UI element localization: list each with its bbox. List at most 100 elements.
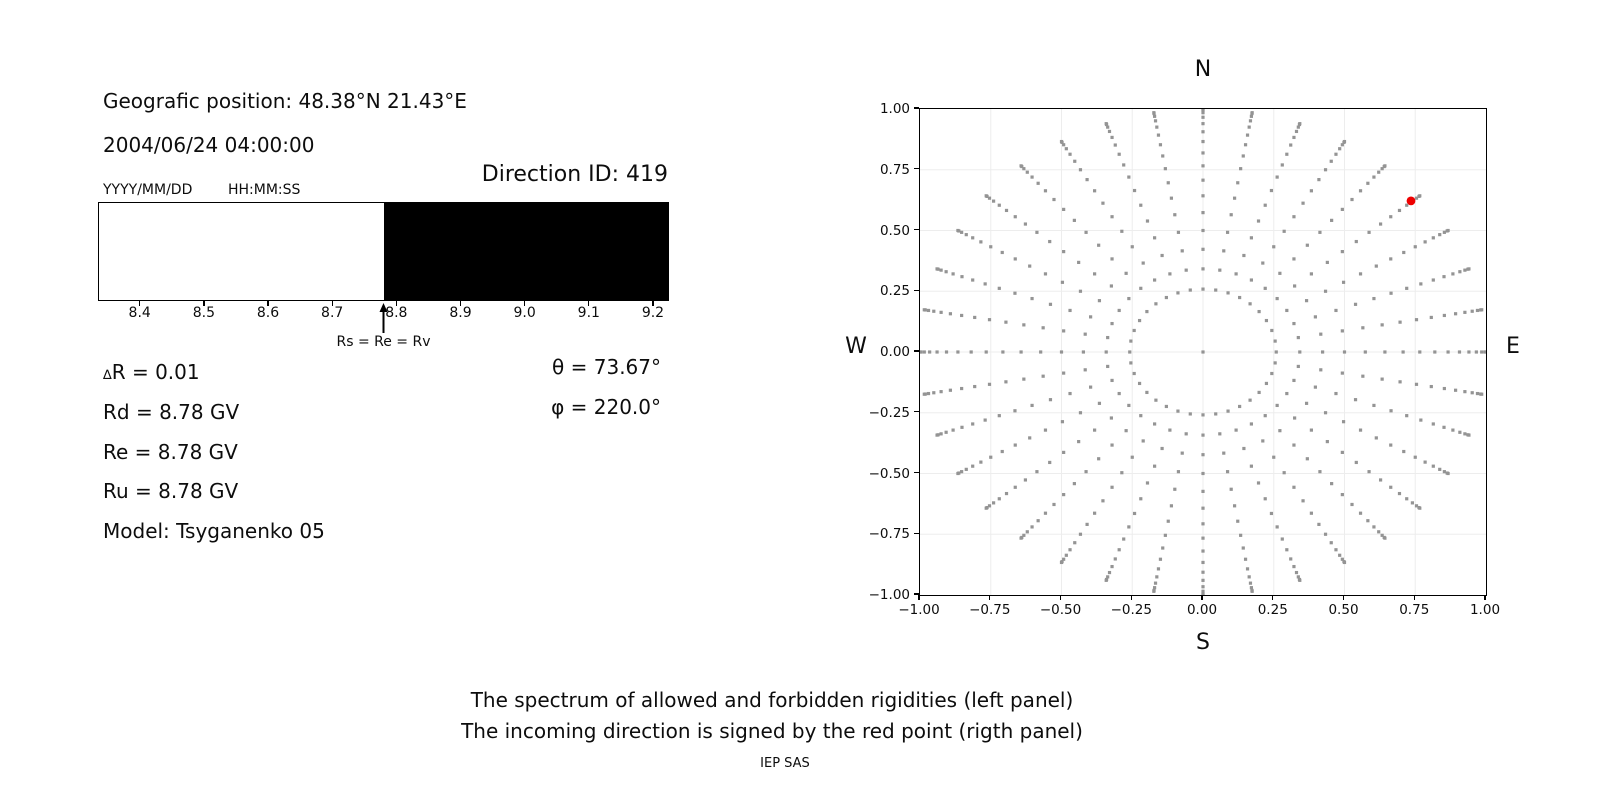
re-text: Re = 8.78 GV (103, 440, 238, 464)
direction-dot (1110, 378, 1114, 383)
direction-dot (1093, 272, 1097, 276)
direction-dot (1101, 201, 1105, 205)
direction-dot (1296, 125, 1300, 129)
direction-dot (1257, 309, 1261, 314)
delta-symbol: ∆ (103, 368, 112, 383)
direction-dot (1372, 296, 1376, 301)
direction-dot (1068, 391, 1072, 396)
direction-dot (1176, 409, 1180, 413)
x-tick-label: −0.75 (969, 602, 1011, 618)
direction-dot (1475, 308, 1480, 313)
ru-text: Ru = 8.78 GV (103, 479, 239, 503)
direction-dot (1127, 296, 1131, 301)
direction-dot (1340, 329, 1344, 333)
direction-dot (1013, 291, 1017, 295)
direction-dot (997, 203, 1001, 207)
direction-dot (1101, 499, 1105, 503)
y-tick-mark (914, 532, 919, 534)
direction-dot (1256, 481, 1261, 485)
direction-dot (1104, 122, 1108, 126)
direction-dot (956, 471, 960, 476)
direction-dot (1309, 189, 1313, 193)
direction-dot (1249, 236, 1253, 240)
direction-dot (1068, 308, 1072, 313)
direction-dot (1242, 253, 1246, 258)
direction-dot (1372, 525, 1376, 529)
direction-dot (926, 308, 931, 313)
direction-dot (935, 433, 939, 437)
direction-dot (1358, 272, 1363, 276)
y-tick-mark (914, 107, 919, 109)
direction-dot (1078, 532, 1083, 536)
direction-dot (1035, 470, 1039, 474)
direction-dot (960, 230, 964, 234)
direction-dot (1405, 203, 1409, 207)
direction-dot (1321, 350, 1325, 354)
spectrum-tick-label: 9.1 (577, 305, 600, 321)
direction-dot (1358, 189, 1363, 193)
direction-dot (1222, 249, 1226, 253)
direction-dot (1325, 439, 1329, 444)
direction-dot (1248, 302, 1252, 306)
direction-dot (1097, 299, 1102, 303)
direction-dot (1000, 449, 1004, 454)
direction-dot (1106, 335, 1110, 340)
direction-dot (1275, 403, 1279, 408)
direction-dot (920, 350, 922, 354)
direction-dot (1214, 412, 1218, 416)
direction-dot (1052, 197, 1056, 202)
direction-dot (1022, 323, 1026, 327)
direction-dot (1013, 257, 1017, 261)
direction-dot (1156, 567, 1161, 571)
compass-west-label: W (845, 334, 867, 359)
direction-dot (1292, 485, 1296, 489)
direction-dot (1285, 152, 1289, 156)
direction-dot (1110, 135, 1114, 140)
direction-dot (1236, 181, 1240, 185)
phi-text: φ = 220.0° (551, 395, 661, 419)
spectrum-tick-mark (652, 301, 654, 306)
direction-dot (1353, 398, 1358, 402)
direction-dot (1201, 194, 1205, 198)
direction-dot (1480, 308, 1484, 312)
direction-dot (1358, 428, 1363, 432)
direction-dot (1072, 482, 1076, 486)
direction-dot (1249, 464, 1253, 468)
direction-dot (1380, 533, 1384, 537)
direction-dot (1201, 139, 1205, 144)
direction-dot (1442, 386, 1446, 391)
direction-dot (1334, 548, 1338, 552)
direction-dot (1249, 278, 1253, 282)
direction-dot (1467, 267, 1471, 271)
direction-dot (1218, 268, 1222, 272)
direction-dot (1272, 455, 1276, 459)
direction-dot (1289, 557, 1293, 561)
direction-dot (971, 278, 975, 282)
direction-dot (1201, 247, 1205, 251)
direction-dot (1238, 295, 1242, 300)
direction-dot (989, 455, 993, 459)
direction-dot (960, 313, 964, 318)
direction-dot (1323, 532, 1328, 536)
direction-dot (1350, 197, 1354, 202)
direction-dot (1043, 272, 1048, 276)
direction-dot (948, 312, 953, 316)
direction-dot (1129, 339, 1133, 343)
direction-dot (1433, 350, 1437, 354)
direction-dot (1353, 302, 1358, 306)
y-tick-label: −0.50 (868, 465, 910, 482)
direction-dot (1059, 560, 1064, 565)
direction-dot (1257, 390, 1261, 395)
x-tick-label: −0.50 (1039, 602, 1082, 618)
direction-dot (1117, 548, 1121, 552)
direction-dot (1030, 175, 1034, 179)
direction-dot (1340, 557, 1344, 561)
direction-dot (1145, 309, 1149, 314)
direction-dot (1201, 506, 1205, 510)
direction-dot (1166, 519, 1170, 523)
direction-dot (1153, 464, 1157, 468)
direction-dot (1073, 159, 1077, 163)
direction-dot (1463, 268, 1467, 272)
direction-dot (1340, 143, 1344, 147)
direction-dot (1340, 371, 1344, 375)
